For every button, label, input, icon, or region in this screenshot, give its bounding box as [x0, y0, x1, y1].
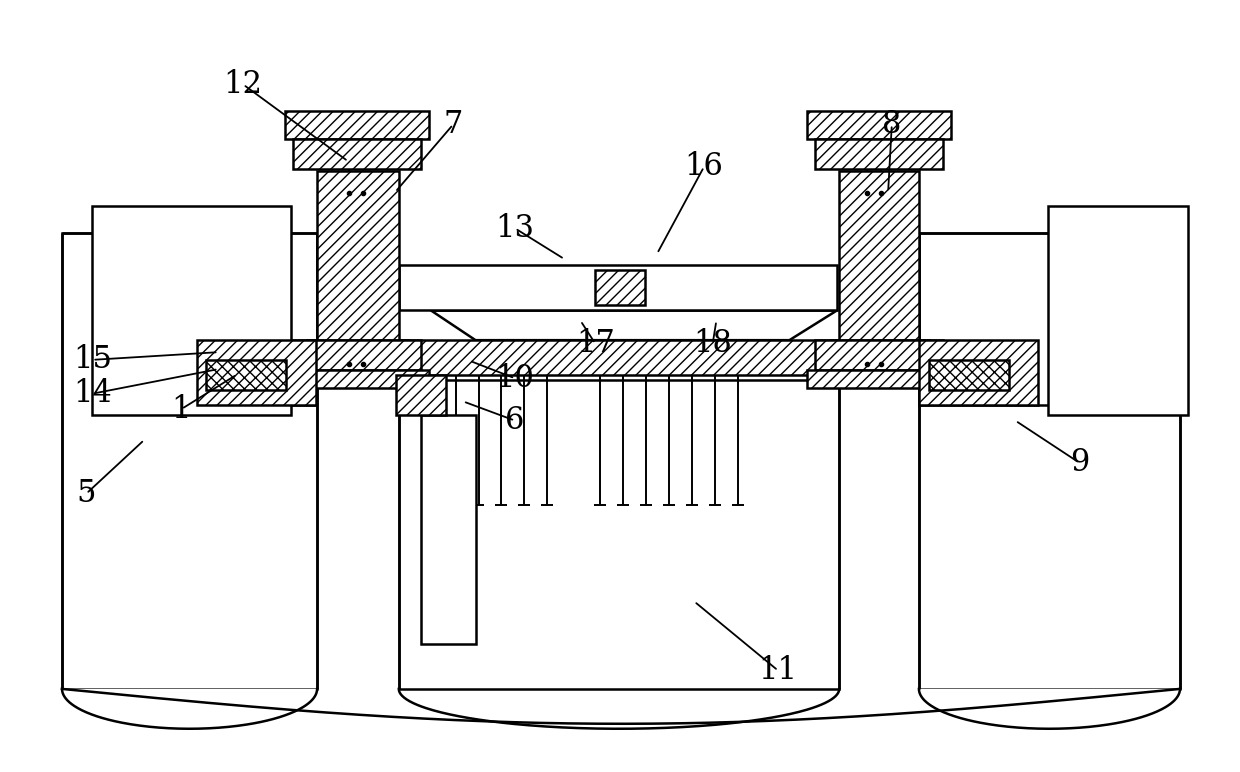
Bar — [839, 171, 919, 340]
Bar — [420, 415, 475, 644]
Bar — [399, 340, 839, 375]
Bar — [293, 139, 420, 169]
Bar — [285, 370, 429, 388]
Bar — [92, 205, 291, 415]
Polygon shape — [430, 310, 837, 340]
Text: 17: 17 — [575, 328, 615, 359]
Bar — [196, 340, 316, 405]
Text: 12: 12 — [223, 69, 263, 100]
Bar — [815, 139, 942, 169]
Bar — [308, 340, 409, 375]
Bar — [919, 232, 1180, 689]
Text: 16: 16 — [684, 151, 723, 182]
Text: 14: 14 — [73, 378, 112, 409]
Bar — [1049, 205, 1188, 415]
Text: 7: 7 — [444, 109, 463, 140]
Bar — [399, 266, 837, 310]
Text: 6: 6 — [505, 405, 525, 436]
Text: 15: 15 — [73, 344, 112, 375]
Bar — [815, 340, 942, 370]
Text: 10: 10 — [496, 363, 534, 394]
Bar — [293, 340, 420, 370]
Bar — [62, 232, 317, 689]
Bar — [396, 375, 445, 415]
Bar — [919, 340, 1038, 405]
Text: 11: 11 — [759, 655, 797, 686]
Bar — [285, 111, 429, 139]
Text: 5: 5 — [77, 478, 95, 510]
Text: 8: 8 — [882, 109, 901, 140]
Bar — [929, 360, 1008, 390]
Bar — [807, 370, 951, 388]
Bar — [317, 171, 399, 340]
Bar — [207, 360, 286, 390]
Text: 18: 18 — [693, 328, 732, 359]
Bar — [831, 340, 929, 375]
Bar — [399, 380, 839, 689]
Bar — [595, 270, 645, 305]
Text: 1: 1 — [171, 394, 191, 425]
Text: 9: 9 — [1070, 448, 1089, 479]
Text: 13: 13 — [496, 213, 534, 244]
Bar — [807, 111, 951, 139]
